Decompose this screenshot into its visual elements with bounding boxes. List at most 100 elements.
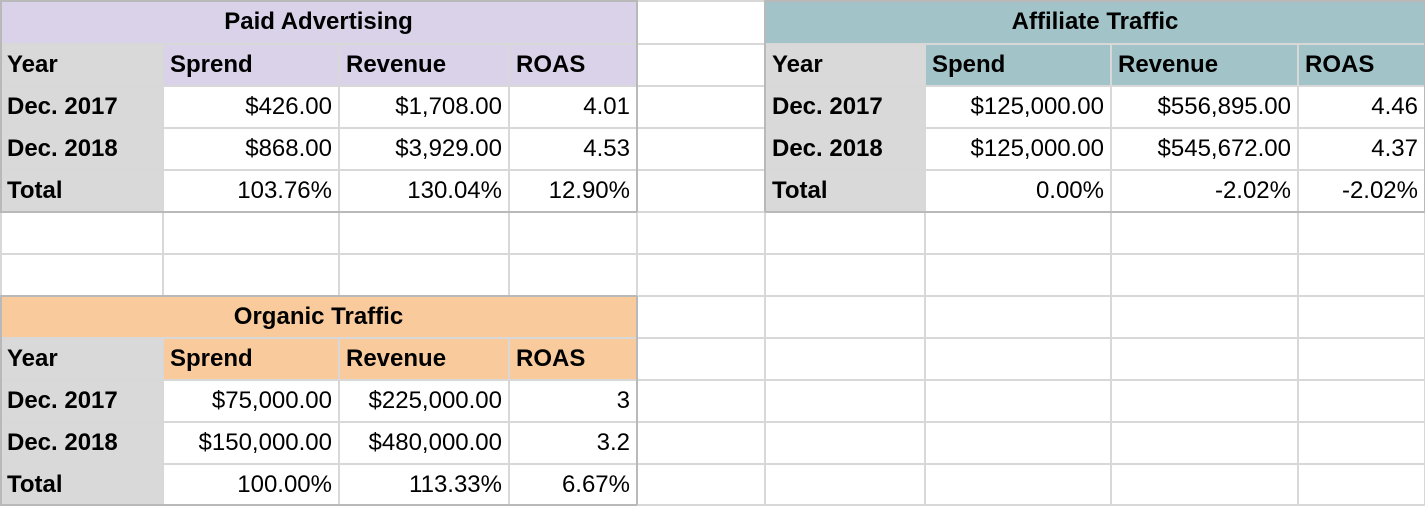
paid-cell-roas[interactable]: 4.53 — [583, 135, 630, 162]
paid-cell-revenue[interactable]: 130.04% — [407, 177, 502, 204]
gridline — [0, 85, 1425, 87]
gridline — [1110, 380, 1112, 422]
gridline — [0, 379, 1425, 381]
organic-cell-spend[interactable]: $75,000.00 — [211, 387, 332, 414]
gridline — [1297, 422, 1299, 464]
affiliate-cell-roas[interactable]: -2.02% — [1341, 177, 1418, 204]
paid-cell-spend[interactable]: $426.00 — [245, 93, 332, 120]
paid-header-year[interactable]: Year — [0, 44, 163, 86]
paid-cell-revenue[interactable]: $3,929.00 — [395, 135, 502, 162]
paid-cell-revenue[interactable]: $1,708.00 — [395, 93, 502, 120]
gridline — [508, 254, 510, 296]
affiliate-row-label[interactable]: Total — [765, 170, 925, 212]
gridline — [1110, 86, 1112, 128]
gridline — [924, 296, 926, 338]
organic-title[interactable]: Organic Traffic — [0, 296, 637, 338]
organic-header-sprend[interactable]: Sprend — [163, 338, 339, 380]
paid-cell-spend[interactable]: 103.76% — [237, 177, 332, 204]
affiliate-cell-spend[interactable]: $125,000.00 — [970, 135, 1104, 162]
gridline — [1297, 338, 1299, 380]
paid-header-revenue[interactable]: Revenue — [339, 44, 509, 86]
paid-cell-roas[interactable]: 12.90% — [548, 177, 630, 204]
gridline — [1110, 464, 1112, 505]
gridline — [0, 296, 2, 505]
gridline — [1297, 464, 1299, 505]
gridline — [508, 464, 510, 505]
gridline — [0, 421, 1425, 423]
gridline — [508, 212, 510, 254]
organic-cell-roas[interactable]: 3.2 — [596, 429, 630, 456]
gridline — [1297, 128, 1299, 170]
paid-row-label[interactable]: Dec. 2017 — [0, 86, 163, 128]
organic-cell-roas[interactable]: 3 — [616, 387, 630, 414]
gridline — [924, 128, 926, 170]
affiliate-row-label[interactable]: Dec. 2018 — [765, 128, 925, 170]
paid-cell-spend[interactable]: $868.00 — [245, 135, 332, 162]
organic-cell-roas[interactable]: 6.67% — [561, 470, 630, 498]
organic-row-label[interactable]: Dec. 2018 — [0, 422, 163, 464]
gridline — [0, 127, 1425, 129]
gridline — [338, 212, 340, 254]
affiliate-header-roas[interactable]: ROAS — [1298, 44, 1425, 86]
gridline — [764, 212, 766, 254]
affiliate-cell-spend[interactable]: 0.00% — [1035, 177, 1104, 204]
gridline — [508, 422, 510, 464]
gridline — [764, 464, 766, 505]
organic-row-label[interactable]: Total — [0, 464, 163, 505]
organic-cell-spend[interactable]: 100.00% — [237, 470, 332, 498]
affiliate-row-label[interactable]: Dec. 2017 — [765, 86, 925, 128]
affiliate-cell-revenue[interactable]: -2.02% — [1214, 177, 1291, 204]
organic-row-label[interactable]: Dec. 2017 — [0, 380, 163, 422]
gridline — [1297, 170, 1299, 212]
gridline — [0, 254, 2, 296]
paid-header-sprend[interactable]: Sprend — [163, 44, 339, 86]
gridline — [508, 128, 510, 170]
gridline — [1297, 212, 1299, 254]
gridline — [764, 0, 766, 212]
gridline — [162, 44, 164, 86]
gridline — [0, 295, 637, 297]
gridline — [1297, 44, 1299, 86]
gridline — [0, 253, 1425, 255]
affiliate-header-spend[interactable]: Spend — [925, 44, 1111, 86]
affiliate-cell-spend[interactable]: $125,000.00 — [970, 93, 1104, 120]
gridline — [1297, 296, 1299, 338]
organic-header-revenue[interactable]: Revenue — [339, 338, 509, 380]
gridline — [508, 170, 510, 212]
gridline — [1110, 422, 1112, 464]
gridline — [924, 44, 926, 86]
gridline — [0, 0, 637, 2]
affiliate-cell-revenue[interactable]: $556,895.00 — [1157, 93, 1291, 120]
paid-title[interactable]: Paid Advertising — [0, 0, 637, 44]
gridline — [0, 463, 1425, 465]
gridline — [764, 380, 766, 422]
affiliate-cell-revenue[interactable]: $545,672.00 — [1157, 135, 1291, 162]
paid-row-label[interactable]: Dec. 2018 — [0, 128, 163, 170]
gridline — [765, 0, 1425, 2]
gridline — [338, 338, 340, 380]
paid-header-roas[interactable]: ROAS — [509, 44, 637, 86]
paid-cell-roas[interactable]: 4.01 — [583, 93, 630, 120]
affiliate-header-year[interactable]: Year — [765, 44, 925, 86]
organic-cell-revenue[interactable]: $225,000.00 — [368, 387, 502, 414]
gridline — [0, 295, 1425, 297]
gridline — [162, 212, 164, 254]
gridline — [508, 44, 510, 86]
gridline — [764, 422, 766, 464]
organic-cell-revenue[interactable]: 113.33% — [409, 470, 502, 498]
affiliate-cell-roas[interactable]: 4.37 — [1371, 135, 1418, 162]
organic-cell-revenue[interactable]: $480,000.00 — [368, 429, 502, 456]
gridline — [338, 464, 340, 505]
organic-header-year[interactable]: Year — [0, 338, 163, 380]
affiliate-header-revenue[interactable]: Revenue — [1111, 44, 1298, 86]
organic-cell-spend[interactable]: $150,000.00 — [198, 429, 332, 456]
gridline — [338, 380, 340, 422]
gridline — [338, 422, 340, 464]
paid-row-label[interactable]: Total — [0, 170, 163, 212]
affiliate-cell-roas[interactable]: 4.46 — [1371, 93, 1418, 120]
gridline — [508, 380, 510, 422]
organic-header-roas[interactable]: ROAS — [509, 338, 637, 380]
gridline — [162, 254, 164, 296]
affiliate-title[interactable]: Affiliate Traffic — [765, 0, 1425, 44]
